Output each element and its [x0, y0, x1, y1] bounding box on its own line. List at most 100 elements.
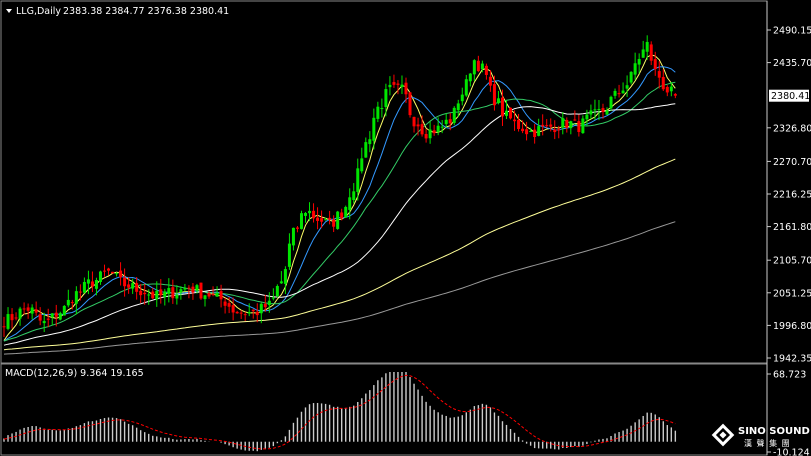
- candle: [119, 262, 123, 286]
- candle: [279, 271, 283, 284]
- candle-body: [267, 300, 271, 306]
- candle-body: [324, 219, 328, 221]
- candle-body: [199, 282, 203, 299]
- candle: [533, 124, 537, 144]
- candle: [239, 310, 243, 319]
- macd-signal-line: [3, 374, 676, 450]
- candle: [569, 120, 573, 135]
- candle: [356, 158, 360, 201]
- candle-body: [211, 293, 215, 295]
- candle-body: [2, 326, 6, 328]
- candle-body: [243, 314, 247, 316]
- candle-body: [139, 290, 143, 296]
- candle-body: [255, 311, 259, 316]
- candle-body: [235, 311, 239, 314]
- candle: [259, 302, 263, 324]
- candle-body: [82, 281, 86, 293]
- candle: [420, 115, 424, 137]
- candle: [392, 74, 396, 88]
- ma-10-line: [3, 66, 676, 342]
- candle-body: [231, 305, 235, 313]
- candle: [352, 183, 356, 204]
- candle-body: [565, 119, 569, 128]
- candle: [456, 99, 460, 118]
- candle: [521, 120, 525, 134]
- candle-body: [98, 271, 102, 282]
- candle-body: [34, 309, 38, 313]
- price-tick-label: 2161.80: [773, 222, 811, 233]
- candle-body: [492, 84, 496, 106]
- dropdown-arrow-icon[interactable]: [6, 9, 12, 13]
- candle: [577, 114, 581, 137]
- candle: [191, 283, 195, 300]
- candle: [649, 41, 653, 66]
- watermark-cn: 漢 聲 集 團: [744, 438, 791, 448]
- candle: [98, 270, 102, 285]
- candle-body: [541, 124, 545, 127]
- candle-body: [328, 217, 332, 220]
- candle: [267, 292, 271, 313]
- candle: [448, 112, 452, 131]
- price-tick-label: 2435.70: [773, 58, 811, 69]
- candle: [368, 131, 372, 153]
- candle: [665, 85, 669, 97]
- candle-body: [601, 108, 605, 112]
- candle: [629, 71, 633, 85]
- candle-body: [191, 286, 195, 293]
- candle: [34, 301, 38, 316]
- candle-body: [404, 82, 408, 95]
- price-tick-label: 1942.35: [773, 354, 811, 365]
- candle-body: [649, 44, 653, 61]
- candle-body: [275, 286, 279, 297]
- candle: [163, 288, 167, 306]
- candle-body: [653, 59, 657, 70]
- candle: [505, 100, 508, 120]
- candle: [537, 118, 541, 137]
- candle: [384, 83, 388, 117]
- candle: [187, 285, 191, 299]
- candle: [86, 270, 90, 295]
- candle-body: [553, 129, 557, 133]
- candle: [66, 289, 70, 308]
- candle: [199, 282, 203, 300]
- candle: [312, 203, 316, 223]
- candle: [50, 313, 54, 326]
- candle-body: [480, 63, 484, 70]
- candle: [593, 99, 597, 120]
- candle: [597, 100, 601, 121]
- candle-body: [207, 292, 211, 297]
- candle: [82, 277, 86, 294]
- candle-body: [86, 279, 90, 284]
- candle-body: [6, 314, 10, 329]
- macd-header: MACD(12,26,9) 9.364 19.165: [5, 368, 144, 379]
- candle: [625, 75, 629, 97]
- candle: [396, 80, 400, 95]
- candle: [372, 108, 376, 150]
- candle-body: [661, 76, 665, 90]
- candle: [444, 113, 448, 128]
- candle: [561, 111, 565, 135]
- current-price-badge: [769, 89, 809, 102]
- candle: [247, 303, 251, 317]
- chart-header-ohlc: 2383.38 2384.77 2376.38 2380.41: [63, 6, 229, 17]
- candle: [155, 281, 159, 307]
- candle: [468, 73, 472, 87]
- price-tick-label: 2105.70: [773, 256, 811, 267]
- candle: [26, 303, 30, 319]
- candle-body: [175, 294, 179, 299]
- candle-body: [517, 119, 521, 129]
- candle-body: [299, 213, 303, 229]
- candle: [324, 217, 328, 221]
- candle: [22, 302, 26, 315]
- candle: [400, 75, 404, 95]
- price-tick-label: 2490.15: [773, 26, 811, 37]
- candle: [291, 227, 295, 251]
- candle: [308, 202, 312, 222]
- candle-body: [589, 110, 593, 115]
- candle: [328, 210, 332, 225]
- candle: [480, 60, 484, 73]
- candle-body: [291, 227, 295, 246]
- candle-body: [308, 210, 312, 214]
- candle-body: [633, 63, 637, 75]
- candle-body: [569, 121, 573, 129]
